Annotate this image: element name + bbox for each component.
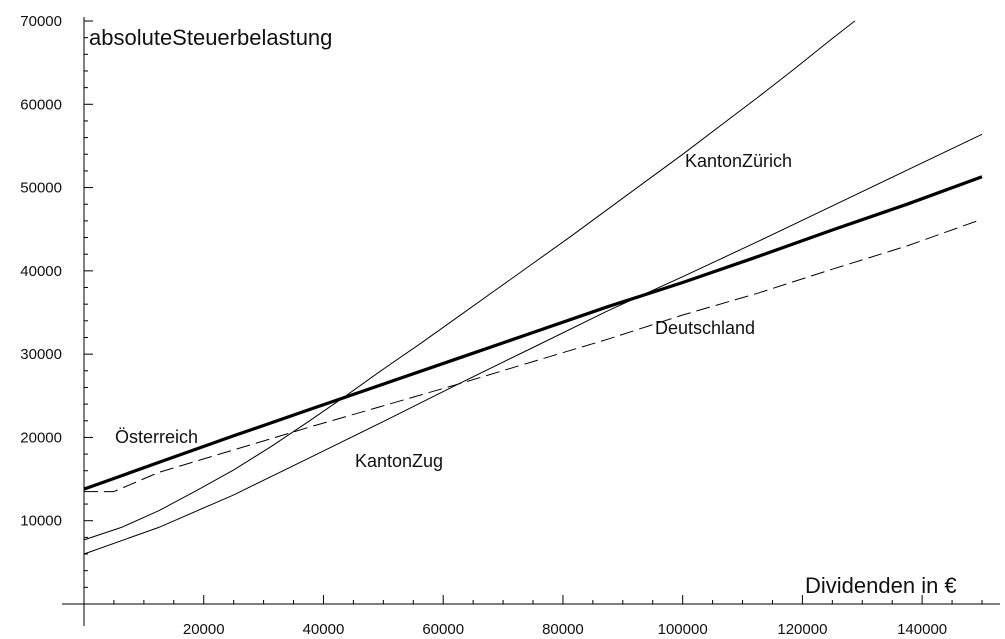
axes: 10000 20000 30000 40000 50000 60000 70000 20000…: [20, 13, 1000, 638]
y-tick-label: 70000: [20, 13, 62, 30]
series-line-1: [84, 218, 983, 493]
y-tick-label: 60000: [20, 96, 62, 113]
series-group: [83, 20, 983, 555]
x-tick-label: 80000: [542, 621, 584, 638]
x-tick-label: 20000: [183, 621, 225, 638]
y-tick-label: 30000: [20, 346, 62, 363]
x-axis-title: Dividenden in €: [805, 573, 957, 598]
x-tick-label: 60000: [422, 621, 464, 638]
x-tick-label: 140000: [897, 621, 947, 638]
series-line-2: [83, 20, 856, 541]
x-tick-label: 40000: [303, 621, 345, 638]
y-axis-title: absoluteSteuerbelastung: [89, 25, 332, 50]
series-line-0: [83, 175, 983, 491]
y-tick-label: 50000: [20, 180, 62, 197]
y-tick-label: 20000: [20, 429, 62, 446]
series-line-3: [83, 133, 983, 555]
series-label-oesterreich: Österreich: [115, 427, 198, 447]
x-tick-label: 120000: [777, 621, 827, 638]
series-label-kanton-zuerich: KantonZürich: [685, 151, 792, 171]
y-tick-label: 40000: [20, 263, 62, 280]
y-tick-label: 10000: [20, 513, 62, 530]
series-label-deutschland: Deutschland: [655, 318, 755, 338]
series-label-kanton-zug: KantonZug: [355, 451, 443, 471]
x-tick-label: 100000: [658, 621, 708, 638]
